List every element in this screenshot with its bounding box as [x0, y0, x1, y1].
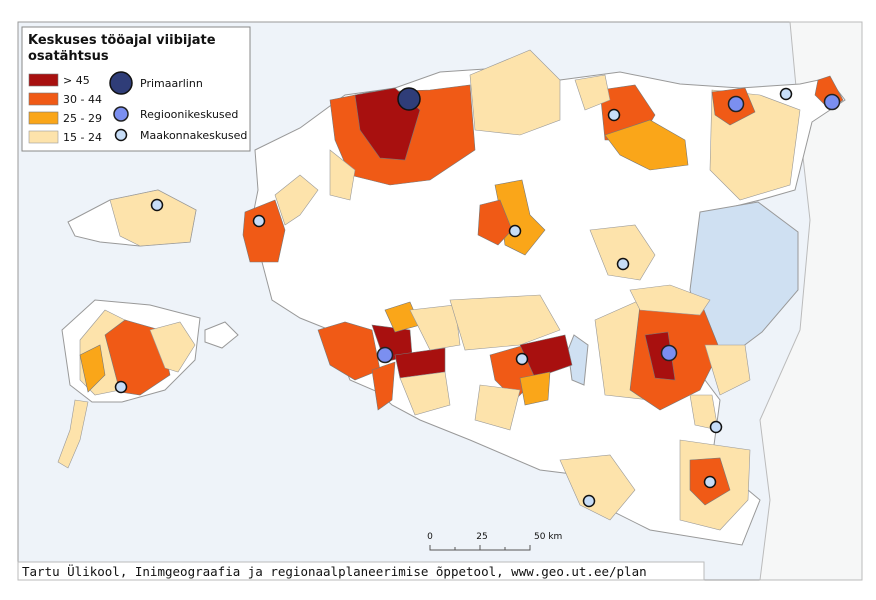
legend-swatch — [28, 73, 59, 87]
regional-centre — [727, 95, 745, 113]
county-centre — [508, 224, 522, 238]
legend-label: 15 - 24 — [63, 131, 102, 144]
region — [242, 199, 286, 263]
scale-label: 25 — [476, 532, 487, 542]
region — [79, 344, 106, 393]
region — [644, 331, 676, 381]
legend-symbol — [109, 71, 133, 95]
legend-symbol — [114, 128, 128, 142]
region — [109, 189, 197, 247]
region — [604, 119, 689, 171]
legend-swatch — [28, 92, 59, 106]
neighbour-land — [759, 21, 863, 581]
legend: Keskuses tööajal viibijate osatähtsus > … — [21, 26, 251, 152]
primary-city — [397, 87, 421, 111]
region — [704, 344, 751, 396]
legend-label: 30 - 44 — [63, 93, 102, 106]
region — [519, 371, 551, 406]
county-centre — [114, 380, 128, 394]
region — [449, 294, 561, 351]
legend-label: Regioonikeskused — [140, 108, 238, 121]
regional-centre — [376, 346, 394, 364]
county-centre — [709, 420, 723, 434]
county-centre — [252, 214, 266, 228]
legend-label: Maakonnakeskused — [140, 129, 247, 142]
muhu — [204, 321, 239, 349]
region — [589, 224, 656, 281]
region — [519, 334, 573, 379]
county-centre — [150, 198, 164, 212]
legend-label: Primaarlinn — [140, 77, 203, 90]
region — [629, 284, 711, 316]
county-centre — [616, 257, 630, 271]
region — [477, 199, 513, 246]
county-centre — [703, 475, 717, 489]
legend-label: 25 - 29 — [63, 112, 102, 125]
region — [399, 371, 451, 416]
county-centre — [582, 494, 596, 508]
scale-bar: 0 25 50 km — [427, 532, 562, 551]
scale-label: 0 — [427, 532, 433, 542]
credit-box — [17, 561, 705, 581]
region — [469, 49, 561, 136]
region — [274, 174, 319, 226]
legend-box — [21, 26, 251, 152]
region — [559, 454, 636, 521]
regional-centre — [660, 344, 678, 362]
legend-symbol — [113, 106, 129, 122]
credit: Tartu Ülikool, Inimgeograafia ja regiona… — [22, 563, 647, 579]
legend-title: osatähtsus — [28, 49, 109, 64]
legend-label: > 45 — [63, 74, 90, 87]
regional-centre — [823, 93, 841, 111]
county-centre — [607, 108, 621, 122]
region — [474, 384, 521, 431]
region — [574, 74, 611, 111]
legend-title: Keskuses tööajal viibijate — [28, 33, 216, 48]
legend-swatch — [28, 130, 59, 144]
region — [149, 321, 196, 373]
county-centre — [515, 352, 529, 366]
legend-swatch — [28, 111, 59, 125]
county-centre — [779, 87, 793, 101]
region — [409, 304, 461, 351]
region — [329, 149, 356, 201]
sorve — [57, 399, 89, 469]
lake-vortsjarv — [567, 334, 589, 386]
scale-label: 50 km — [534, 532, 562, 542]
region — [371, 361, 396, 411]
scale-line — [429, 545, 531, 551]
